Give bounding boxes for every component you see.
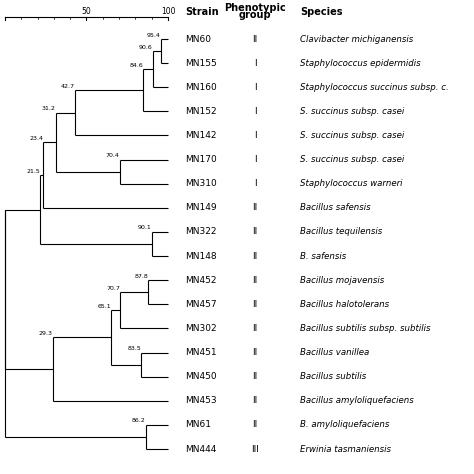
Text: I: I bbox=[254, 155, 256, 164]
Text: MN457: MN457 bbox=[185, 300, 217, 309]
Text: II: II bbox=[252, 35, 258, 44]
Text: II: II bbox=[252, 396, 258, 405]
Text: MN170: MN170 bbox=[185, 155, 217, 164]
Text: MN155: MN155 bbox=[185, 59, 217, 68]
Text: Clavibacter michiganensis: Clavibacter michiganensis bbox=[300, 35, 413, 44]
Text: II: II bbox=[252, 420, 258, 429]
Text: S. succinus subsp. casei: S. succinus subsp. casei bbox=[300, 131, 404, 140]
Text: 86.2: 86.2 bbox=[132, 419, 146, 423]
Text: MN322: MN322 bbox=[185, 228, 217, 237]
Text: 65.1: 65.1 bbox=[98, 304, 111, 309]
Text: 70.7: 70.7 bbox=[106, 286, 120, 291]
Text: 31.2: 31.2 bbox=[42, 106, 56, 111]
Text: 95.4: 95.4 bbox=[146, 33, 161, 37]
Text: Species: Species bbox=[300, 7, 343, 17]
Text: II: II bbox=[252, 300, 258, 309]
Text: I: I bbox=[254, 179, 256, 188]
Text: Bacillus amyloliquefaciens: Bacillus amyloliquefaciens bbox=[300, 396, 414, 405]
Text: II: II bbox=[252, 276, 258, 285]
Text: 83.5: 83.5 bbox=[128, 346, 141, 351]
Text: 29.3: 29.3 bbox=[39, 331, 53, 336]
Text: B. amyloliquefaciens: B. amyloliquefaciens bbox=[300, 420, 389, 429]
Text: MN149: MN149 bbox=[185, 203, 217, 212]
Text: MN148: MN148 bbox=[185, 252, 217, 261]
Text: MN451: MN451 bbox=[185, 348, 217, 357]
Text: I: I bbox=[254, 107, 256, 116]
Text: Bacillus safensis: Bacillus safensis bbox=[300, 203, 371, 212]
Text: I: I bbox=[254, 59, 256, 68]
Text: Staphylococcus warneri: Staphylococcus warneri bbox=[300, 179, 402, 188]
Text: 21.5: 21.5 bbox=[26, 169, 40, 173]
Text: MN444: MN444 bbox=[185, 445, 216, 454]
Text: B. safensis: B. safensis bbox=[300, 252, 346, 261]
Text: S. succinus subsp. casei: S. succinus subsp. casei bbox=[300, 155, 404, 164]
Text: MN302: MN302 bbox=[185, 324, 217, 333]
Text: II: II bbox=[252, 372, 258, 381]
Text: MN450: MN450 bbox=[185, 372, 217, 381]
Text: Staphylococcus succinus subsp. c.: Staphylococcus succinus subsp. c. bbox=[300, 83, 449, 92]
Text: Bacillus vanillea: Bacillus vanillea bbox=[300, 348, 369, 357]
Text: 23.4: 23.4 bbox=[29, 136, 43, 141]
Text: 50: 50 bbox=[82, 7, 91, 16]
Text: Bacillus halotolerans: Bacillus halotolerans bbox=[300, 300, 389, 309]
Text: I: I bbox=[254, 83, 256, 92]
Text: MN61: MN61 bbox=[185, 420, 211, 429]
Text: II: II bbox=[252, 324, 258, 333]
Text: Staphylococcus epidermidis: Staphylococcus epidermidis bbox=[300, 59, 420, 68]
Text: 100: 100 bbox=[161, 7, 175, 16]
Text: MN160: MN160 bbox=[185, 83, 217, 92]
Text: II: II bbox=[252, 348, 258, 357]
Text: S. succinus subsp. casei: S. succinus subsp. casei bbox=[300, 107, 404, 116]
Text: Erwinia tasmaniensis: Erwinia tasmaniensis bbox=[300, 445, 391, 454]
Text: 90.6: 90.6 bbox=[139, 45, 153, 50]
Text: 90.1: 90.1 bbox=[138, 226, 152, 230]
Text: Strain: Strain bbox=[185, 7, 219, 17]
Text: 84.6: 84.6 bbox=[129, 63, 143, 68]
Text: Bacillus subtilis subsp. subtilis: Bacillus subtilis subsp. subtilis bbox=[300, 324, 430, 333]
Text: 87.8: 87.8 bbox=[134, 273, 148, 279]
Text: II: II bbox=[252, 228, 258, 237]
Text: I: I bbox=[254, 131, 256, 140]
Text: MN310: MN310 bbox=[185, 179, 217, 188]
Text: Bacillus tequilensis: Bacillus tequilensis bbox=[300, 228, 382, 237]
Text: Bacillus mojavensis: Bacillus mojavensis bbox=[300, 276, 384, 285]
Text: Phenotypic: Phenotypic bbox=[224, 3, 286, 13]
Text: Bacillus subtilis: Bacillus subtilis bbox=[300, 372, 366, 381]
Text: MN453: MN453 bbox=[185, 396, 217, 405]
Text: MN152: MN152 bbox=[185, 107, 217, 116]
Text: II: II bbox=[252, 203, 258, 212]
Text: III: III bbox=[251, 445, 259, 454]
Text: MN452: MN452 bbox=[185, 276, 217, 285]
Text: II: II bbox=[252, 252, 258, 261]
Text: MN60: MN60 bbox=[185, 35, 211, 44]
Text: 70.4: 70.4 bbox=[106, 153, 120, 158]
Text: MN142: MN142 bbox=[185, 131, 217, 140]
Text: group: group bbox=[239, 10, 271, 20]
Text: 42.7: 42.7 bbox=[61, 84, 74, 89]
